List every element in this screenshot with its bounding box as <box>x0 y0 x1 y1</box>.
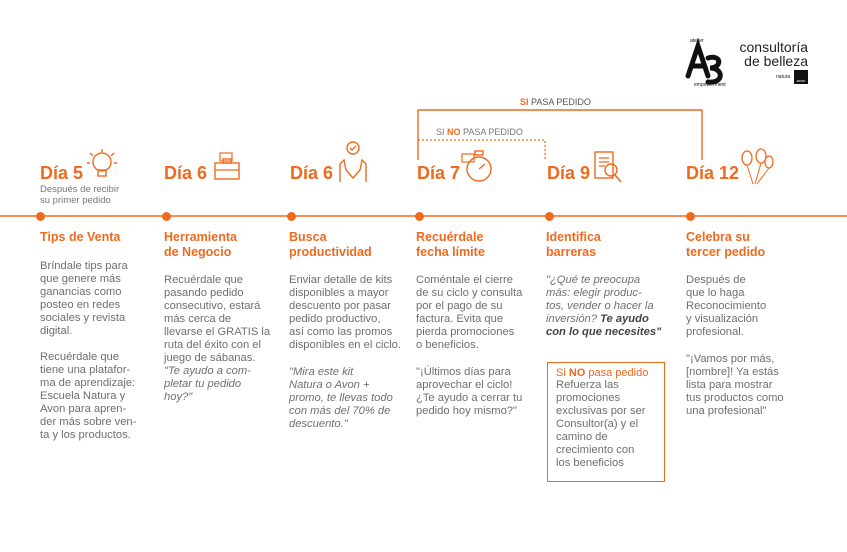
timeline-dot <box>545 212 554 221</box>
column-quote: "Mira este kit Natura o Avon + promo, te l… <box>289 366 393 430</box>
box-heading: Si NO pasa pedido <box>556 367 649 379</box>
column-day5: Tips de Venta Bríndale tips para que gene… <box>40 230 155 442</box>
balloons-icon <box>741 148 774 185</box>
column-title: Busca productividad <box>289 230 372 259</box>
timeline-dot <box>287 212 296 221</box>
no-pasa-pedido-bracket <box>418 139 546 160</box>
timeline-dot <box>415 212 424 221</box>
column-day7: Recuérdale fecha límite Coméntale el cier… <box>416 230 542 418</box>
brand-line1: consultoría <box>739 39 808 55</box>
column-paragraph: Bríndale tips para que genere más ganancia… <box>40 260 128 337</box>
no-pasa-pedido-label: SI NO PASA PEDIDO <box>436 127 523 137</box>
emblem-top-text: atelier <box>690 38 704 44</box>
column-paragraph: Después de que lo haga Reconocimiento y vi… <box>686 274 767 338</box>
partner-natura: natura <box>776 74 791 80</box>
column-quote: "¡Vamos por más, [nombre]! Ya estás lista … <box>686 353 784 417</box>
brand-logo: atelier empowerment consultoría de belle… <box>680 36 810 96</box>
si-pasa-pedido-bracket <box>417 109 703 160</box>
briefcase-icon <box>214 152 240 180</box>
column-day6-b: Busca productividad Enviar detalle de kit… <box>289 230 413 431</box>
partner-avon: avon <box>794 70 808 84</box>
day-label: Día 6 <box>290 163 334 183</box>
emblem-icon <box>685 38 723 85</box>
column-title: Celebra su tercer pedido <box>686 230 766 259</box>
no-pasa-pedido-box: Si NO pasa pedido Refuerza las promocione… <box>547 362 665 482</box>
day-label: Día 7 <box>417 163 461 183</box>
day-label: Día 5 <box>40 163 84 183</box>
column-quote: "¿Qué te preocupa más: elegir produc-tos,… <box>546 274 662 338</box>
column-paragraph: Recuérdale que pasando pedido consecutivo,… <box>164 274 271 364</box>
lightbulb-icon <box>87 149 117 177</box>
column-title: Recuérdale fecha límite <box>416 230 485 259</box>
emblem-bottom-text: empowerment <box>694 82 726 88</box>
column-day12: Celebra su tercer pedido Después de que lo… <box>686 230 816 418</box>
day-label: Día 9 <box>547 163 591 183</box>
timeline-dot <box>36 212 45 221</box>
column-title: Identifica barreras <box>546 230 601 259</box>
stopwatch-icon <box>461 150 492 182</box>
day-sublabel: Después de recibir su primer pedido <box>40 184 120 206</box>
box-text: Refuerza las promociones exclusivas por se… <box>556 379 646 469</box>
si-pasa-pedido-label: SI PASA PEDIDO <box>520 97 591 107</box>
column-title: Herramienta de Negocio <box>164 230 237 259</box>
day-label: Día 6 <box>164 163 208 183</box>
hands-check-icon <box>339 141 367 182</box>
timeline-dot <box>162 212 171 221</box>
column-quote: "Te ayudo a com-pletar tu pedido hoy?" <box>164 365 251 403</box>
brand-line2: de belleza <box>744 53 808 69</box>
column-quote: "¡Últimos días para aprovechar el ciclo! ¿… <box>416 366 523 417</box>
column-paragraph: Recuérdale que tiene una platafor-ma de a… <box>40 351 137 441</box>
column-paragraph: Coméntale el cierre de su ciclo y consult… <box>416 274 523 351</box>
day-label: Día 12 <box>686 163 740 183</box>
column-day9: Identifica barreras "¿Qué te preocupa más:… <box>546 230 676 339</box>
column-paragraph: Enviar detalle de kits disponibles a mayo… <box>289 274 401 351</box>
column-title: Tips de Venta <box>40 230 121 244</box>
timeline-dot <box>686 212 695 221</box>
document-search-icon <box>594 151 622 183</box>
column-day6-a: Herramienta de Negocio Recuérdale que pasa… <box>164 230 282 404</box>
